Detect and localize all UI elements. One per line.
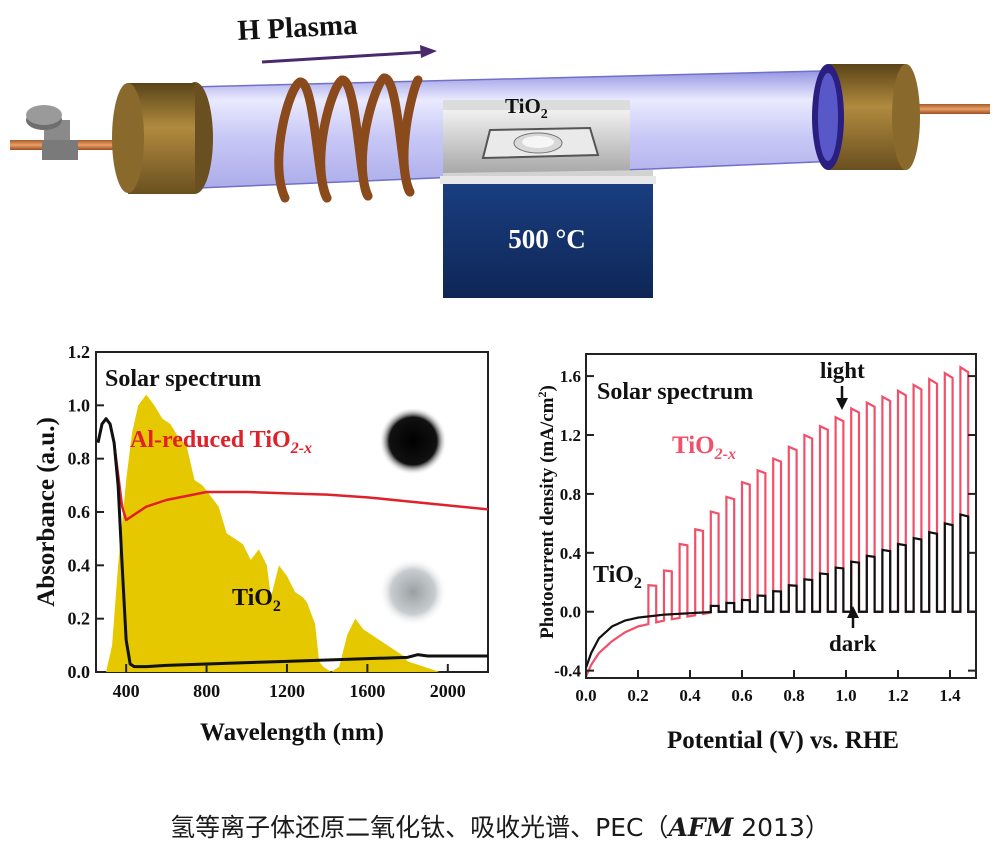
- caption-text: 氢等离子体还原二氧化钛、吸收光谱、PEC（: [170, 813, 669, 842]
- left-y-tick-label: 0.8: [68, 449, 91, 469]
- left-y-tick-label: 0.2: [68, 609, 91, 629]
- left-x-tick-label: 800: [193, 681, 220, 701]
- black-sample-photo: [379, 407, 447, 475]
- right-y-tick-label: 0.8: [560, 485, 581, 504]
- left-y-tick-label: 1.2: [68, 342, 91, 362]
- absorbance-chart: 400 800 1200 1600 20000.00.20.40.60.81.01.2 …: [33, 342, 489, 746]
- right-solar-label: Solar spectrum: [597, 379, 753, 405]
- right-y-tick-label: 0.0: [560, 603, 581, 622]
- right-x-tick-label: 0.4: [679, 686, 701, 705]
- left-x-tick-label: 1600: [349, 681, 385, 701]
- left-x-tick-label: 1200: [269, 681, 305, 701]
- figure-caption: 氢等离子体还原二氧化钛、吸收光谱、PEC（AFM 2013）: [0, 808, 1000, 844]
- left-x-tick-label: 400: [113, 681, 140, 701]
- furnace-heater: [440, 170, 656, 298]
- left-x-tick-label: 2000: [430, 681, 466, 701]
- arrow: [261, 45, 437, 64]
- right-y-tick-label: 0.4: [560, 544, 582, 563]
- light-arrow: [836, 386, 848, 410]
- left-solar-label: Solar spectrum: [105, 366, 261, 392]
- tio2-absorbance-line: [96, 417, 488, 669]
- caption-year: 2013）: [733, 813, 830, 842]
- dark-label: dark: [829, 631, 877, 656]
- valve-knob: [26, 105, 78, 160]
- light-label: light: [820, 358, 865, 383]
- right-x-axis-label: Potential (V) vs. RHE: [667, 727, 899, 754]
- tio2x-chopped-photocurrent-line: [586, 365, 976, 677]
- arrow-label: H Plasma: [237, 9, 359, 47]
- gray-sample-photo: [379, 558, 447, 626]
- left-y-tick-label: 1.0: [68, 395, 91, 415]
- right-x-tick-label: 0.2: [627, 686, 648, 705]
- al-reduced-label: Al-reduced TiO2-x: [130, 427, 312, 457]
- right-y-tick-label: 1.6: [560, 367, 581, 386]
- left-y-tick-label: 0.4: [68, 555, 91, 575]
- caption-journal: AFM: [668, 813, 734, 842]
- right-plot-frame: [585, 353, 977, 679]
- right-x-tick-label: 0.8: [783, 686, 804, 705]
- plasma-apparatus: H Plasma TiO2 500 °C: [10, 9, 990, 298]
- right-tio2-curve-label: TiO2: [593, 562, 642, 592]
- dark-arrow: [847, 606, 859, 628]
- tio2-chopped-photocurrent-line: [586, 513, 976, 669]
- figure-canvas: H Plasma TiO2 500 °C 400 800 1200 1600 2000 0…: [10, 9, 990, 754]
- photocurrent-chart: 0.0 0.2 0.4 0.6 0.8 1.0 1.2 1.4 -0.4 0.0 0.4 0.8 1.2…: [535, 353, 977, 754]
- tio2-curve-label: TiO2: [232, 585, 281, 615]
- left-y-axis-label: Absorbance (a.u.): [33, 417, 60, 607]
- left-end-cap: [112, 82, 213, 194]
- right-x-tick-label: 0.0: [575, 686, 596, 705]
- sample-boat: [443, 100, 630, 173]
- tio2x-curve-label: TiO2-x: [672, 432, 736, 463]
- right-y-axis-label: Photocurrent density (mA/cm2): [535, 385, 558, 639]
- sample-label: TiO2: [505, 94, 548, 122]
- right-x-tick-label: 1.0: [835, 686, 856, 705]
- solar-spectrum-area: [106, 394, 488, 672]
- right-x-tick-label: 0.6: [731, 686, 752, 705]
- right-x-tick-label: 1.4: [939, 686, 961, 705]
- right-y-tick-label: -0.4: [554, 662, 581, 681]
- left-x-axis-label: Wavelength (nm): [200, 719, 384, 746]
- left-y-tick-label: 0.0: [68, 662, 91, 682]
- heater-label: 500 °C: [508, 224, 586, 254]
- left-y-tick-label: 0.6: [68, 502, 91, 522]
- right-x-tick-label: 1.2: [887, 686, 908, 705]
- right-end-cap: [812, 64, 920, 170]
- right-y-tick-label: 1.2: [560, 426, 581, 445]
- right-copper-rod: [900, 104, 990, 114]
- rf-coil: [274, 73, 423, 203]
